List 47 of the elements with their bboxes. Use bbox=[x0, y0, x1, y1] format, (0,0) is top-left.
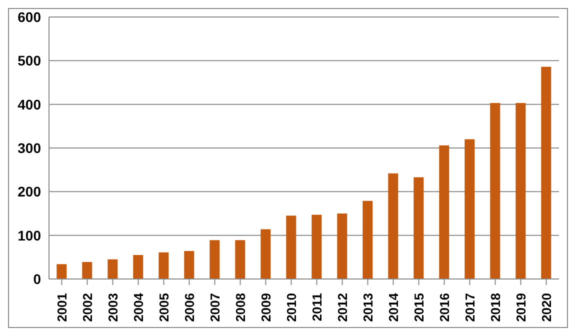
bar bbox=[337, 214, 348, 279]
bar bbox=[158, 252, 169, 279]
bar bbox=[490, 103, 500, 279]
x-tick-label: 2012 bbox=[334, 293, 350, 322]
y-tick-label: 200 bbox=[18, 184, 42, 200]
x-tick-label: 2011 bbox=[309, 293, 324, 322]
y-tick-label: 600 bbox=[18, 8, 42, 25]
x-tick-label: 2003 bbox=[105, 293, 120, 322]
bar bbox=[82, 262, 92, 279]
bar bbox=[108, 259, 118, 279]
bar bbox=[362, 200, 373, 279]
x-tick-label: 2004 bbox=[130, 292, 146, 322]
bar bbox=[439, 145, 450, 279]
x-tick-label: 2019 bbox=[513, 293, 528, 322]
x-tick-label: 2015 bbox=[411, 293, 426, 322]
x-tick-label: 2009 bbox=[258, 293, 274, 322]
y-tick-label: 300 bbox=[18, 140, 42, 156]
y-tick-label: 500 bbox=[18, 52, 42, 69]
bar bbox=[210, 240, 220, 279]
bar bbox=[56, 264, 67, 279]
x-tick-label: 2017 bbox=[462, 293, 478, 322]
x-tick-label: 2008 bbox=[232, 293, 248, 322]
bar bbox=[312, 214, 322, 279]
x-tick-label: 2018 bbox=[488, 293, 503, 322]
x-tick-label: 2016 bbox=[436, 293, 452, 322]
bar bbox=[260, 229, 271, 279]
x-tick-label: 2002 bbox=[80, 293, 95, 322]
bar bbox=[516, 103, 526, 279]
x-tick-label: 2013 bbox=[360, 293, 376, 322]
bar bbox=[541, 66, 552, 279]
x-tick-label: 2014 bbox=[386, 292, 401, 322]
y-tick-label: 0 bbox=[33, 270, 42, 287]
x-tick-label: 2006 bbox=[182, 293, 197, 322]
bar bbox=[414, 177, 424, 279]
bar bbox=[235, 240, 246, 279]
bar bbox=[133, 254, 144, 279]
x-tick-label: 2020 bbox=[538, 293, 554, 322]
bar bbox=[464, 139, 475, 279]
x-tick-label: 2010 bbox=[284, 293, 299, 322]
x-tick-label: 2005 bbox=[156, 293, 172, 322]
y-tick-label: 100 bbox=[18, 227, 42, 244]
y-tick-label: 400 bbox=[18, 96, 42, 112]
x-tick-label: 2001 bbox=[54, 293, 70, 322]
bar bbox=[286, 216, 296, 279]
x-tick-label: 2007 bbox=[207, 293, 222, 322]
bar bbox=[388, 173, 398, 279]
bar bbox=[184, 251, 194, 279]
